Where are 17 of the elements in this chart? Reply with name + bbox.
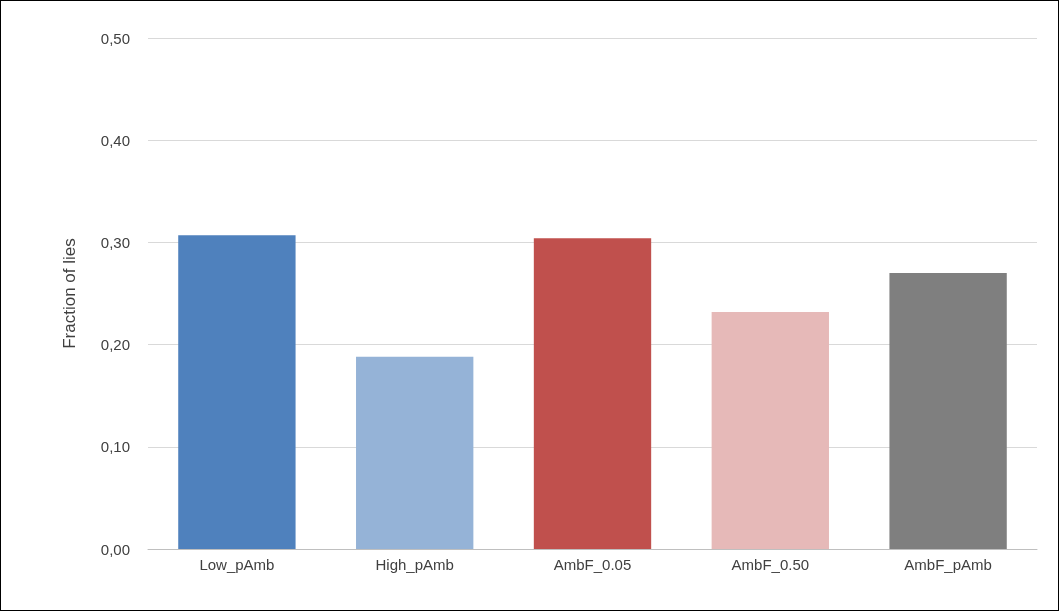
bar [356,356,474,549]
bar [889,273,1007,549]
y-tick-label: 0,40 [100,131,130,149]
bar [533,238,652,549]
x-tick-label: AmbF_0.50 [731,556,810,573]
x-tick-label: High_pAmb [375,556,454,573]
bar [711,311,829,549]
x-tick-label: AmbF_0.05 [553,556,632,573]
y-axis-title: Fraction of lies [60,238,79,349]
y-tick-label: 0,10 [100,438,130,456]
y-tick-label: 0,30 [100,233,130,251]
y-tick-label: 0,50 [100,29,130,47]
x-tick-label: AmbF_pAmb [904,556,992,573]
bar [178,235,296,549]
y-tick-label: 0,20 [100,336,130,354]
y-tick-label: 0,00 [100,540,130,558]
x-tick-label: Low_pAmb [199,556,275,573]
